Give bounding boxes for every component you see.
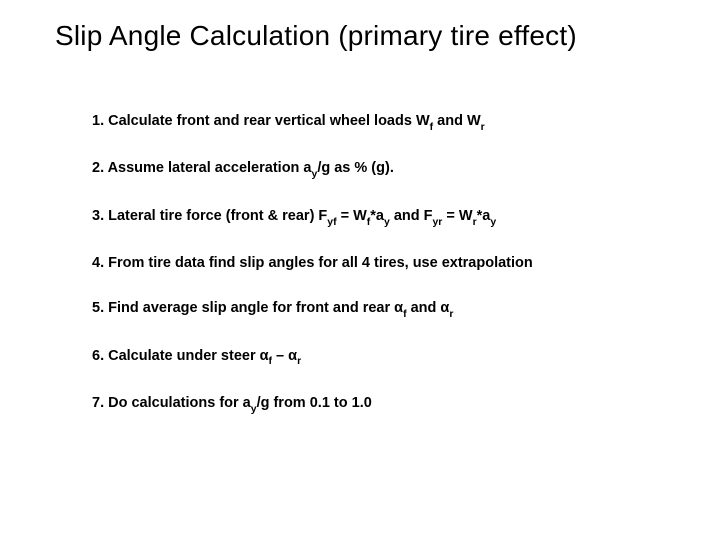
slide-title: Slip Angle Calculation (primary tire eff… xyxy=(55,20,720,52)
steps-list: 1. Calculate front and rear vertical whe… xyxy=(92,112,720,416)
step-item: 6. Calculate under steer αf – αr xyxy=(92,347,720,368)
step-item: 4. From tire data find slip angles for a… xyxy=(92,254,720,273)
slide: Slip Angle Calculation (primary tire eff… xyxy=(0,0,720,540)
step-item: 1. Calculate front and rear vertical whe… xyxy=(92,112,720,133)
step-item: 3. Lateral tire force (front & rear) Fyf… xyxy=(92,207,720,228)
step-item: 2. Assume lateral acceleration ay/g as %… xyxy=(92,159,720,180)
step-item: 7. Do calculations for ay/g from 0.1 to … xyxy=(92,394,720,415)
step-item: 5. Find average slip angle for front and… xyxy=(92,299,720,320)
